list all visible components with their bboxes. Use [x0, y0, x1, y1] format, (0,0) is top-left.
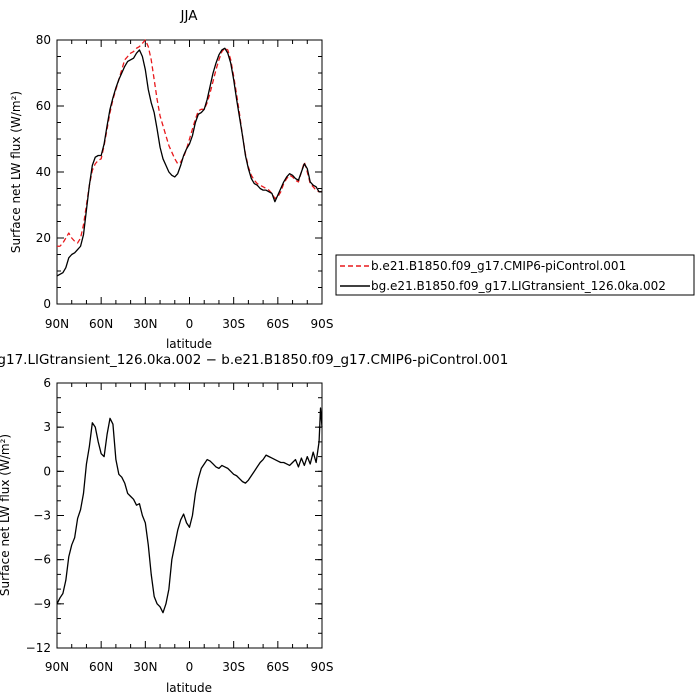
- bottom-y-tick-label: 3: [43, 420, 51, 434]
- top-x-tick-label: 60S: [266, 317, 289, 331]
- top-x-tick-label: 90S: [311, 317, 334, 331]
- bottom-x-tick-label: 30S: [222, 660, 245, 674]
- bottom-y-tick-label: 6: [43, 376, 51, 390]
- top-panel-legend: b.e21.B1850.f09_g17.CMIP6-piControl.001 …: [335, 254, 695, 296]
- top-legend-label-1: bg.e21.B1850.f09_g17.LIGtransient_126.0k…: [371, 279, 666, 293]
- bottom-plot-frame: [56, 382, 323, 649]
- top-panel-title: JJA: [180, 8, 199, 24]
- top-x-tick-label: 60N: [89, 317, 113, 331]
- bottom-panel-xlabel: latitude: [166, 681, 212, 695]
- top-series-line-1: [56, 47, 322, 277]
- bottom-x-tick-label: 60N: [89, 660, 113, 674]
- top-y-tick-label: 80: [36, 33, 51, 47]
- top-plot-frame: [56, 39, 323, 305]
- bottom-y-tick-label: −12: [26, 641, 51, 655]
- top-y-tick-label: 20: [36, 231, 51, 245]
- top-series-line-0: [57, 39, 322, 247]
- top-panel-axes: 90N 60N 30N 0 30S 60S 90S 0 20 40 60 80: [36, 33, 334, 331]
- top-y-tick-label: 60: [36, 99, 51, 113]
- top-y-tick-label: 40: [36, 165, 51, 179]
- bottom-panel-ylabel: Surface net LW flux (W/m²): [0, 434, 12, 596]
- bottom-y-tick-label: −9: [33, 597, 51, 611]
- bottom-panel: bg.e21.B1850.f09_g17.LIGtransient_126.0k…: [0, 352, 508, 695]
- bottom-y-tick-label: 0: [43, 464, 51, 478]
- bottom-x-tick-label: 0: [186, 660, 194, 674]
- top-panel-ylabel: Surface net LW flux (W/m²): [9, 91, 23, 253]
- top-legend-box: [335, 254, 695, 296]
- bottom-x-tick-label: 30N: [133, 660, 157, 674]
- top-x-tick-label: 90N: [45, 317, 69, 331]
- bottom-panel-axes: 90N 60N 30N 0 30S 60S 90S 6 3 0 −3 −6 −9 −12: [26, 376, 334, 674]
- bottom-panel-title: bg.e21.B1850.f09_g17.LIGtransient_126.0k…: [0, 352, 508, 368]
- bottom-x-tick-label: 90N: [45, 660, 69, 674]
- top-x-tick-label: 0: [186, 317, 194, 331]
- bottom-x-tick-label: 60S: [266, 660, 289, 674]
- bottom-y-tick-label: −6: [33, 553, 51, 567]
- bottom-x-tick-label: 90S: [311, 660, 334, 674]
- top-y-tick-label: 0: [43, 297, 51, 311]
- bottom-y-tick-label: −3: [33, 509, 51, 523]
- top-panel: JJA Surface net LW flux (W/m²) latitude …: [9, 8, 695, 351]
- top-legend-label-0: b.e21.B1850.f09_g17.CMIP6-piControl.001: [371, 259, 626, 273]
- bottom-series-line-0: [56, 407, 323, 614]
- top-x-tick-label: 30N: [133, 317, 157, 331]
- top-x-tick-label: 30S: [222, 317, 245, 331]
- top-panel-xlabel: latitude: [166, 337, 212, 351]
